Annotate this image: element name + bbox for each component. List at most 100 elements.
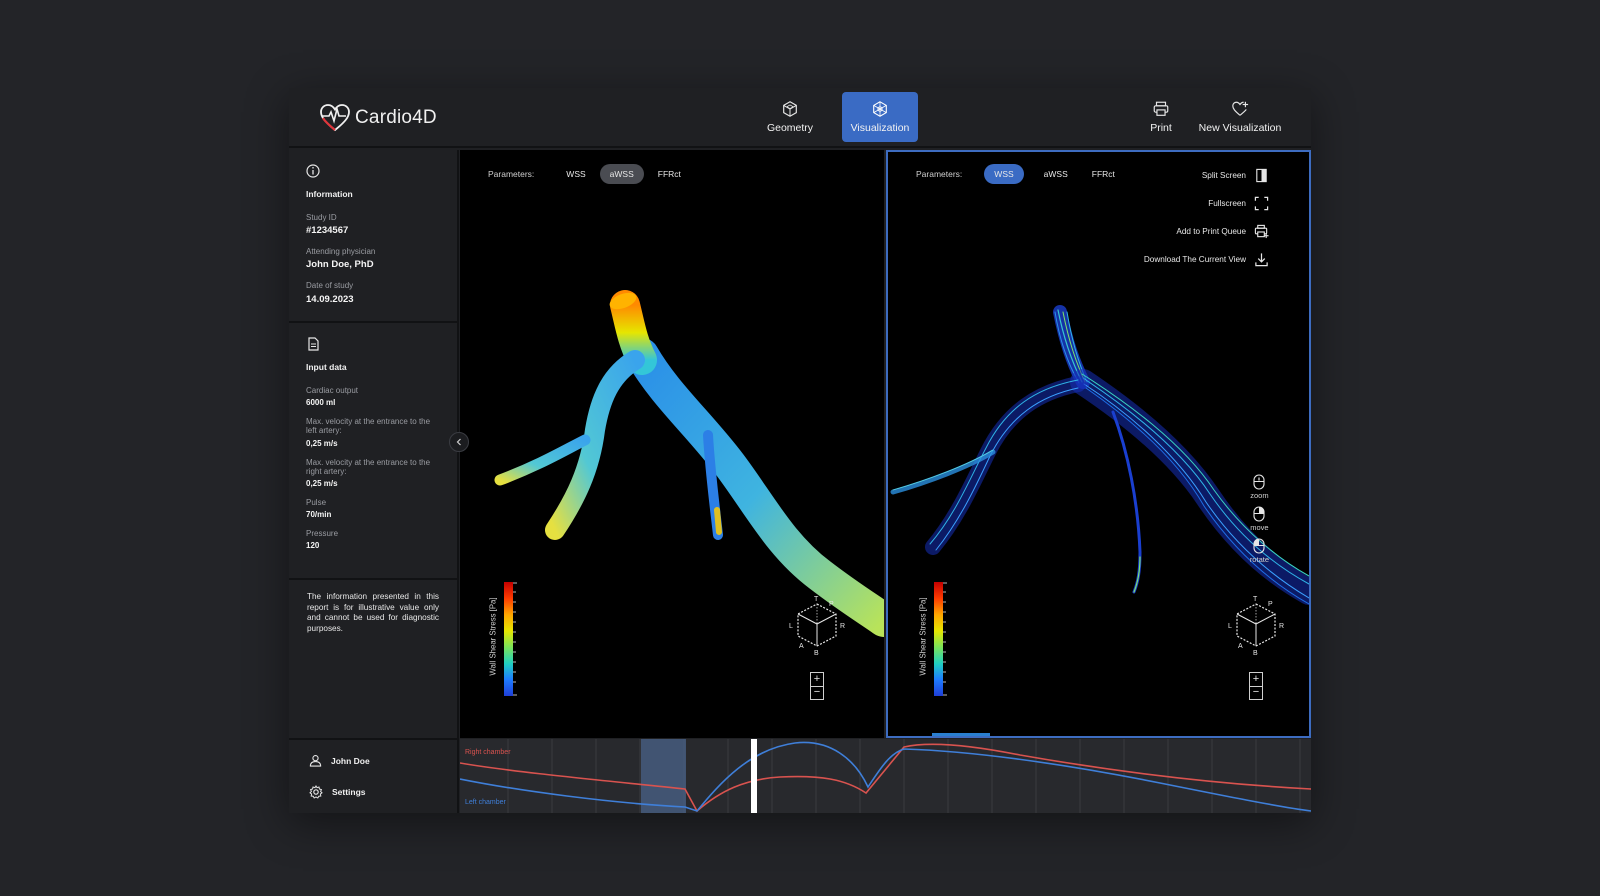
new-visualization-label: New Visualization (1198, 122, 1282, 134)
left-viewport[interactable]: Parameters: WSS aWSS FFRct (460, 150, 884, 738)
param-wss[interactable]: WSS (984, 164, 1024, 184)
rotate-hint-label: rotate (1249, 555, 1269, 564)
cube-label-front: A (799, 643, 804, 650)
pressure-value: 120 (306, 541, 320, 551)
playhead[interactable] (751, 739, 757, 813)
left-chamber-line (460, 741, 1311, 812)
right-chamber-label: Right chamber (465, 749, 511, 756)
legend-title: Wall Shear Stress [Pa] (488, 597, 498, 676)
param-wss[interactable]: WSS (566, 169, 586, 179)
colorbar (504, 582, 513, 696)
logo[interactable]: Cardio4D (319, 104, 437, 132)
param-ffrct[interactable]: FFRct (657, 169, 681, 179)
left-colorbar-legend: Wall Shear Stress [Pa] (488, 582, 528, 702)
split-screen-label: Split Screen (1201, 170, 1246, 180)
velocity-left-label: Max. velocity at the entrance to the lef… (306, 417, 431, 436)
zoom-in-button[interactable]: + (811, 673, 823, 687)
new-visualization-button[interactable]: New Visualization (1194, 92, 1286, 142)
study-id-label: Study ID (306, 213, 337, 222)
move-hint-label: move (1250, 523, 1269, 532)
information-section: Information Study ID #1234567 Attending … (289, 150, 457, 323)
param-awss[interactable]: aWSS (1043, 169, 1068, 179)
cardiac-output-value: 6000 ml (306, 398, 336, 408)
cube-label-bottom: B (1253, 650, 1258, 656)
nav-geometry[interactable]: Geometry (757, 92, 823, 142)
playhead-marker[interactable] (750, 739, 758, 742)
streamline-wss-model[interactable] (888, 152, 1309, 736)
cube-icon (783, 101, 797, 117)
timeline-selection[interactable] (641, 739, 686, 813)
left-parameter-selector: Parameters: WSS aWSS FFRct (488, 164, 695, 184)
print-label: Print (1150, 122, 1172, 134)
cube-label-top: T (814, 596, 819, 603)
printer-icon (1153, 101, 1169, 116)
zoom-hint-label: zoom (1250, 491, 1269, 500)
brand-name: Cardio4D (355, 107, 437, 128)
zoom-hint: zoom (1250, 474, 1269, 500)
heart-plus-icon (1232, 101, 1249, 116)
user-menu[interactable]: John Doe (309, 754, 370, 767)
download-view-button[interactable]: Download The Current View (1144, 250, 1269, 268)
collapse-sidebar-button[interactable] (449, 432, 469, 452)
zoom-control: + − (810, 672, 824, 700)
nav-visualization-label: Visualization (850, 122, 910, 134)
right-viewport[interactable]: Parameters: WSS aWSS FFRct Split Screen … (886, 150, 1311, 738)
rotate-hint: rotate (1250, 538, 1269, 564)
split-screen-button[interactable]: Split Screen (1202, 166, 1269, 184)
right-parameter-selector: Parameters: WSS aWSS FFRct (916, 164, 1129, 184)
nav-geometry-label: Geometry (766, 122, 814, 134)
timeline-chart (460, 739, 1311, 813)
fullscreen-button[interactable]: Fullscreen (1208, 194, 1269, 212)
mouse-left-click-icon (1253, 538, 1265, 554)
artery-wss-model[interactable] (460, 150, 884, 738)
top-bar: Cardio4D Geometry Visualization (289, 88, 1311, 148)
study-id-value: #1234567 (306, 225, 349, 237)
document-icon (308, 337, 319, 351)
cube-label-bottom: B (814, 650, 819, 656)
user-name: John Doe (331, 755, 370, 766)
date-label: Date of study (306, 281, 354, 291)
right-colorbar-legend: Wall Shear Stress [Pa] (918, 582, 958, 702)
param-ffrct[interactable]: FFRct (1091, 169, 1115, 179)
orientation-cube[interactable]: T P L R A B (786, 594, 848, 656)
network-icon (873, 101, 887, 117)
date-value: 14.09.2023 (306, 293, 354, 305)
cube-label-right: R (1279, 623, 1284, 630)
zoom-out-button[interactable]: − (1252, 686, 1260, 699)
parameters-label: Parameters: (916, 169, 963, 179)
cardiac-cycle-timeline[interactable]: Right chamber Left chamber (460, 739, 1311, 813)
nav-visualization[interactable]: Visualization (842, 92, 918, 142)
info-icon (306, 164, 320, 178)
cube-label-left: L (1228, 623, 1232, 630)
pressure-label: Pressure (306, 529, 339, 539)
zoom-out-button[interactable]: − (813, 686, 821, 699)
fullscreen-icon (1254, 196, 1269, 210)
download-view-label: Download The Current View (1143, 254, 1246, 264)
split-screen-icon (1256, 168, 1267, 182)
sidebar-footer: John Doe Settings (289, 738, 459, 813)
cube-label-right: R (840, 623, 845, 630)
cube-label-front: A (1238, 643, 1243, 650)
zoom-in-button[interactable]: + (1250, 673, 1262, 687)
settings-link[interactable]: Settings (309, 785, 366, 799)
gear-icon (309, 785, 323, 799)
pulse-label: Pulse (306, 497, 327, 507)
physician-value: John Doe, PhD (306, 259, 374, 271)
input-data-section: Input data Cardiac output 6000 ml Max. v… (289, 323, 457, 580)
add-to-print-queue-button[interactable]: Add to Print Queue (1176, 222, 1269, 240)
velocity-left-value: 0,25 m/s (306, 438, 338, 448)
cardiac-output-label: Cardiac output (306, 386, 359, 395)
print-button[interactable]: Print (1141, 92, 1181, 142)
param-awss[interactable]: aWSS (599, 164, 644, 184)
viewport-scroll-indicator[interactable] (932, 733, 990, 736)
add-to-print-queue-label: Add to Print Queue (1176, 226, 1246, 236)
sidebar: Information Study ID #1234567 Attending … (289, 150, 459, 738)
download-icon (1255, 252, 1268, 266)
orientation-cube[interactable]: T P L R A B (1225, 594, 1287, 656)
colorbar (934, 582, 943, 696)
colorbar-ticks (943, 582, 947, 696)
physician-label: Attending physician (306, 247, 376, 257)
view-tools: Split Screen Fullscreen Add to Print Que… (1144, 166, 1269, 268)
left-chamber-label: Left chamber (465, 799, 506, 806)
colorbar-ticks (513, 582, 517, 696)
